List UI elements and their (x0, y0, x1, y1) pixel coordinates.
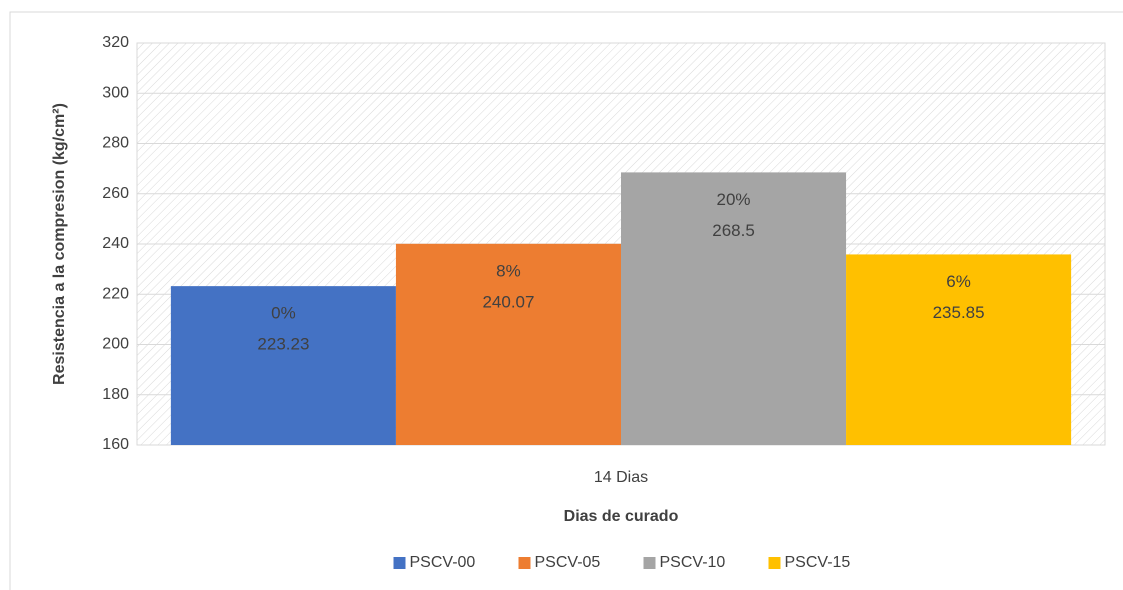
y-tick-label: 200 (102, 336, 129, 353)
data-label: 235.85 (933, 303, 985, 322)
y-tick-label: 300 (102, 84, 129, 101)
y-tick-label: 260 (102, 185, 129, 202)
bar (395, 243, 621, 445)
y-tick-label: 160 (102, 436, 129, 453)
bar (846, 254, 1072, 445)
legend-label: PSCV-10 (660, 554, 726, 571)
legend-swatch (768, 557, 781, 569)
data-label: 268.5 (712, 221, 755, 240)
y-axis-title: Resistencia a la compresion (kg/cm²) (51, 103, 68, 385)
legend-swatch (643, 557, 656, 569)
percent-label: 0% (271, 304, 296, 323)
y-tick-label: 240 (102, 235, 129, 252)
bar (170, 286, 396, 445)
x-axis-title: Dias de curado (564, 508, 679, 525)
legend-label: PSCV-05 (535, 554, 601, 571)
y-tick-label: 180 (102, 386, 129, 403)
chart-border (9, 11, 1123, 590)
y-tick-label: 220 (102, 285, 129, 302)
legend-label: PSCV-00 (410, 554, 476, 571)
y-tick-label: 320 (102, 34, 129, 51)
bar (621, 172, 847, 446)
x-tick-label: 14 Dias (594, 469, 648, 486)
legend-label: PSCV-15 (785, 554, 851, 571)
percent-label: 20% (717, 190, 751, 209)
legend-swatch (393, 557, 406, 569)
percent-label: 8% (496, 261, 521, 280)
percent-label: 6% (946, 272, 971, 291)
data-label: 223.23 (257, 335, 309, 354)
legend-swatch (518, 557, 531, 569)
y-tick-label: 280 (102, 135, 129, 152)
data-label: 240.07 (482, 292, 534, 311)
